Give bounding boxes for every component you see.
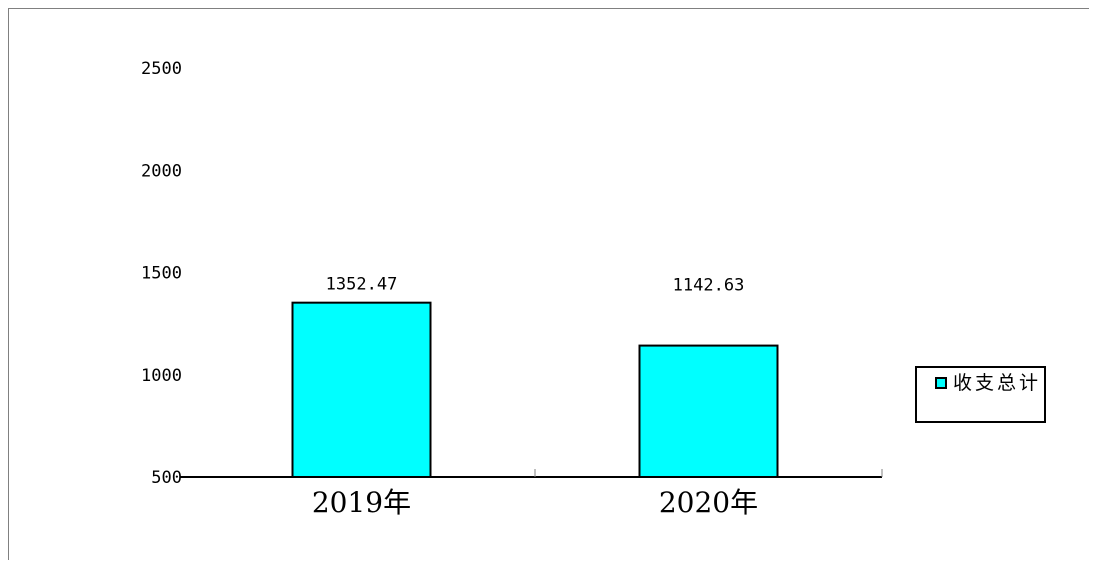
y-tick-label: 2000 <box>141 161 182 181</box>
bars <box>291 301 779 478</box>
y-tick-label: 2500 <box>141 59 182 79</box>
data-labels: 1352.47 1142.63 <box>326 275 745 296</box>
y-axis-ticks: 500 1000 1500 2000 2500 <box>141 59 182 488</box>
x-axis: 2019年 2020年 <box>180 469 883 519</box>
data-label: 1142.63 <box>673 276 745 296</box>
y-tick-label: 1500 <box>141 264 182 284</box>
legend-label: 收支总计 <box>953 372 1042 394</box>
y-tick-label: 1000 <box>141 366 182 386</box>
y-tick-label: 500 <box>151 468 182 488</box>
data-label: 1352.47 <box>326 275 398 295</box>
bar <box>638 344 779 478</box>
x-category-label: 2019年 <box>312 486 411 519</box>
bar <box>291 301 432 478</box>
legend-swatch <box>935 377 947 389</box>
chart-frame <box>8 8 1089 560</box>
x-category-label: 2020年 <box>659 486 758 519</box>
legend: 收支总计 <box>915 366 1046 423</box>
